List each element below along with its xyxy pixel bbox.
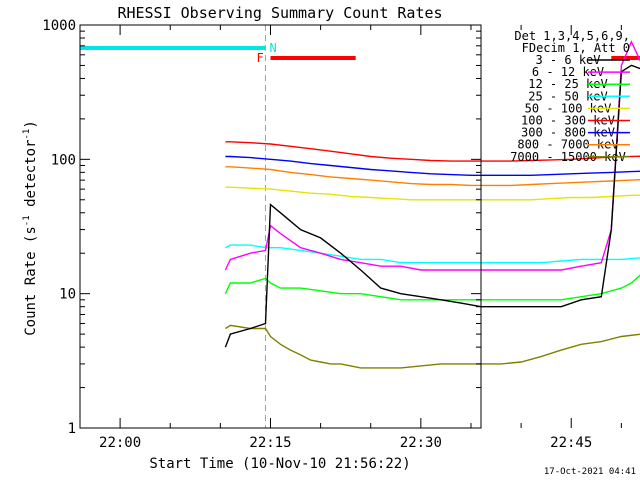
series-line-5 <box>225 141 640 162</box>
flare-flag-label: F <box>256 51 263 65</box>
legend-label-0: 3 - 6 keV <box>535 53 600 67</box>
legend-label-3: 25 - 50 keV <box>528 89 607 103</box>
series-layer <box>224 40 640 369</box>
timestamp: 17-Oct-2021 04:41 <box>544 467 636 477</box>
y-tick-label: 1 <box>68 421 76 437</box>
series-line-1 <box>224 40 640 271</box>
series-line-2 <box>224 274 640 301</box>
x-axis-label: Start Time (10-Nov-10 21:56:22) <box>149 456 410 472</box>
x-tick-label: 22:15 <box>249 435 291 451</box>
series-line-7 <box>225 166 640 187</box>
legend-label-8: 7000 - 15000 keV <box>510 150 626 164</box>
series-line-3 <box>225 244 640 264</box>
series-line-0 <box>224 64 640 348</box>
y-axis-label: Count Rate (s-1 detector-1) <box>22 120 39 336</box>
y-tick-label: 10 <box>59 287 76 303</box>
night-flag-label: N <box>269 41 276 55</box>
y-axis-label-main: Count Rate (s <box>23 226 39 336</box>
plot-frame <box>79 24 482 429</box>
legend-label-4: 50 - 100 keV <box>525 101 612 115</box>
series-line-6 <box>225 155 640 177</box>
y-axis-label-mid: detector <box>23 140 39 216</box>
legend-header-line-2: FDecim 1, Att 0 <box>522 41 630 55</box>
legend-label-5: 100 - 300 keV <box>521 114 615 128</box>
x-tick-label: 22:30 <box>400 435 442 451</box>
legend-header-line-1: Det 1,3,4,5,6,9, <box>514 29 630 43</box>
legend: Det 1,3,4,5,6,9, FDecim 1, Att 0 3 - 6 k… <box>510 29 630 164</box>
x-tick-label: 22:00 <box>99 435 141 451</box>
series-line-4 <box>225 186 640 201</box>
series-line-8 <box>225 324 640 369</box>
chart-title: RHESSI Observing Summary Count Rates <box>117 4 442 22</box>
x-tick-label: 22:45 <box>550 435 592 451</box>
legend-label-2: 12 - 25 keV <box>528 77 607 91</box>
y-axis-label-end: ) <box>23 120 39 128</box>
axes: 22:0022:1522:3022:4523:0023:1523:3011010… <box>42 18 622 451</box>
y-axis-label-exp1: -1 <box>22 215 32 226</box>
legend-label-6: 300 - 800 keV <box>521 126 615 140</box>
legend-label-7: 800 - 7000 keV <box>517 138 618 152</box>
legend-label-1: 6 - 12 keV <box>532 65 604 79</box>
y-tick-label: 1000 <box>42 18 76 34</box>
y-tick-label: 100 <box>51 152 76 168</box>
y-axis-label-exp2: -1 <box>22 129 32 140</box>
